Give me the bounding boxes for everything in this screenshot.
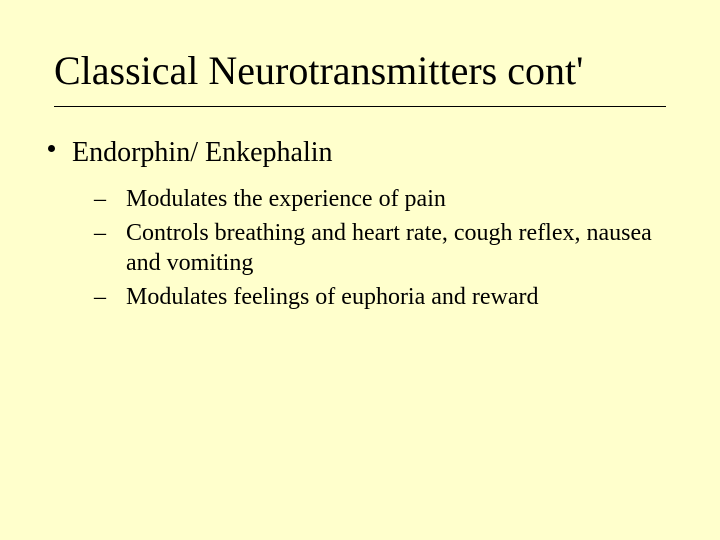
title-underline	[54, 106, 666, 107]
subbullet-breathing: – Controls breathing and heart rate, cou…	[54, 218, 666, 278]
slide-title: Classical Neurotransmitters cont'	[54, 48, 666, 94]
bullet-endorphin: Endorphin/ Enkephalin	[54, 135, 666, 170]
bullet-text: Endorphin/ Enkephalin	[72, 137, 333, 168]
dash-bullet-icon: –	[110, 218, 126, 248]
subbullet-euphoria: – Modulates feelings of euphoria and rew…	[54, 282, 666, 312]
subbullet-text: Modulates feelings of euphoria and rewar…	[126, 284, 539, 310]
subbullet-pain: – Modulates the experience of pain	[54, 184, 666, 214]
subbullet-text: Modulates the experience of pain	[126, 186, 446, 212]
dash-bullet-icon: –	[110, 282, 126, 312]
subbullet-text: Controls breathing and heart rate, cough…	[126, 220, 652, 276]
dash-bullet-icon: –	[110, 184, 126, 214]
disc-bullet-icon	[48, 145, 55, 152]
slide: Classical Neurotransmitters cont' Endorp…	[0, 0, 720, 540]
